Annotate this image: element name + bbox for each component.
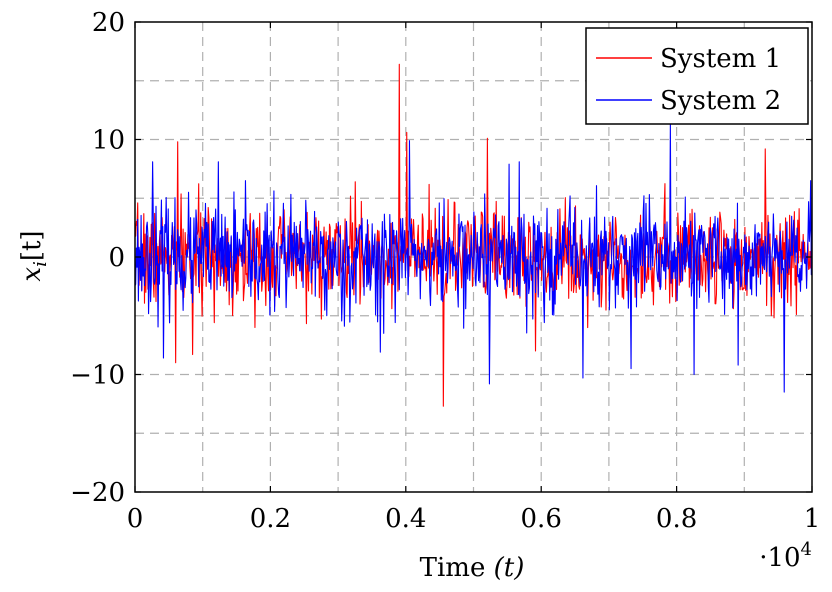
y-axis-label-var: x <box>17 267 47 282</box>
y-tick-label: −20 <box>70 478 125 508</box>
legend: System 1 System 2 <box>585 27 809 125</box>
y-axis-label: xi[t] <box>17 230 51 281</box>
y-tick-label: 0 <box>108 243 125 273</box>
legend-box <box>585 27 809 125</box>
x-axis-label-text: Time <box>420 553 494 583</box>
y-tick-label: 20 <box>92 8 125 38</box>
x-tick-label: 0.8 <box>656 504 697 534</box>
x-tick-label: 0 <box>127 504 144 534</box>
y-axis-label-arg: [t] <box>17 230 47 261</box>
series-line-system-2 <box>134 121 813 393</box>
x-axis-multiplier: ·104 <box>759 539 812 573</box>
y-tick-label: 10 <box>92 126 125 156</box>
x-multiplier-exponent: 4 <box>801 539 812 560</box>
x-tick-label: 1 <box>804 504 821 534</box>
legend-label-system-1: System 1 <box>660 44 781 74</box>
x-tick-label: 0.6 <box>521 504 562 534</box>
x-tick-label: 0.4 <box>385 504 426 534</box>
x-multiplier-base: ·10 <box>759 543 800 573</box>
y-axis-label-sub: i <box>30 261 51 267</box>
legend-label-system-2: System 2 <box>660 86 781 116</box>
x-axis-label-var: (t) <box>494 553 525 583</box>
x-tick-label: 0.2 <box>250 504 291 534</box>
series-layer <box>134 63 813 407</box>
x-axis-label: Time (t) <box>420 553 525 583</box>
y-tick-label: −10 <box>70 361 125 391</box>
axis-ticks: 0 0.2 0.4 0.6 0.8 1 −20 −10 0 10 20 <box>70 8 820 534</box>
